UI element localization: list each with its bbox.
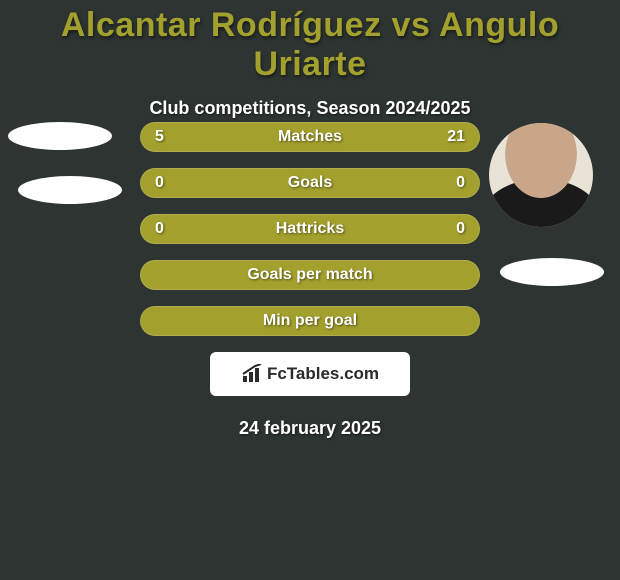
stat-row-min-per-goal: Min per goal [140, 306, 480, 336]
brand-badge[interactable]: FcTables.com [210, 352, 410, 396]
player-right-avatar-2 [500, 258, 604, 286]
stat-left-value: 0 [155, 174, 164, 192]
player-photo-silhouette [489, 123, 593, 227]
stat-row-matches: 5 Matches 21 [140, 122, 480, 152]
stat-right-value: 0 [456, 174, 465, 192]
stat-row-goals-per-match: Goals per match [140, 260, 480, 290]
page-title: Alcantar Rodríguez vs Angulo Uriarte [0, 0, 620, 84]
player-left-avatar-1 [8, 122, 112, 150]
stats-block: 5 Matches 21 0 Goals 0 0 Hattricks 0 Goa… [140, 122, 480, 352]
player-right-avatar-1 [489, 123, 593, 227]
stat-right-value: 21 [447, 128, 465, 146]
stat-label: Hattricks [140, 220, 480, 238]
bar-chart-icon [241, 364, 265, 384]
subtitle: Club competitions, Season 2024/2025 [0, 98, 620, 119]
stat-row-hattricks: 0 Hattricks 0 [140, 214, 480, 244]
date-caption: 24 february 2025 [0, 418, 620, 439]
brand-text: FcTables.com [267, 364, 379, 384]
comparison-card: Alcantar Rodríguez vs Angulo Uriarte Clu… [0, 0, 620, 580]
player-left-avatar-2 [18, 176, 122, 204]
stat-left-value: 5 [155, 128, 164, 146]
stat-label: Min per goal [140, 312, 480, 330]
stat-label: Matches [140, 128, 480, 146]
stat-row-goals: 0 Goals 0 [140, 168, 480, 198]
stat-label: Goals [140, 174, 480, 192]
stat-label: Goals per match [140, 266, 480, 284]
stat-left-value: 0 [155, 220, 164, 238]
stat-right-value: 0 [456, 220, 465, 238]
